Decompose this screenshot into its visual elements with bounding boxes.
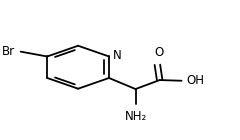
Text: O: O: [154, 46, 163, 59]
Text: Br: Br: [2, 45, 15, 58]
Text: NH₂: NH₂: [124, 110, 147, 123]
Text: N: N: [113, 49, 122, 62]
Text: OH: OH: [186, 74, 204, 87]
